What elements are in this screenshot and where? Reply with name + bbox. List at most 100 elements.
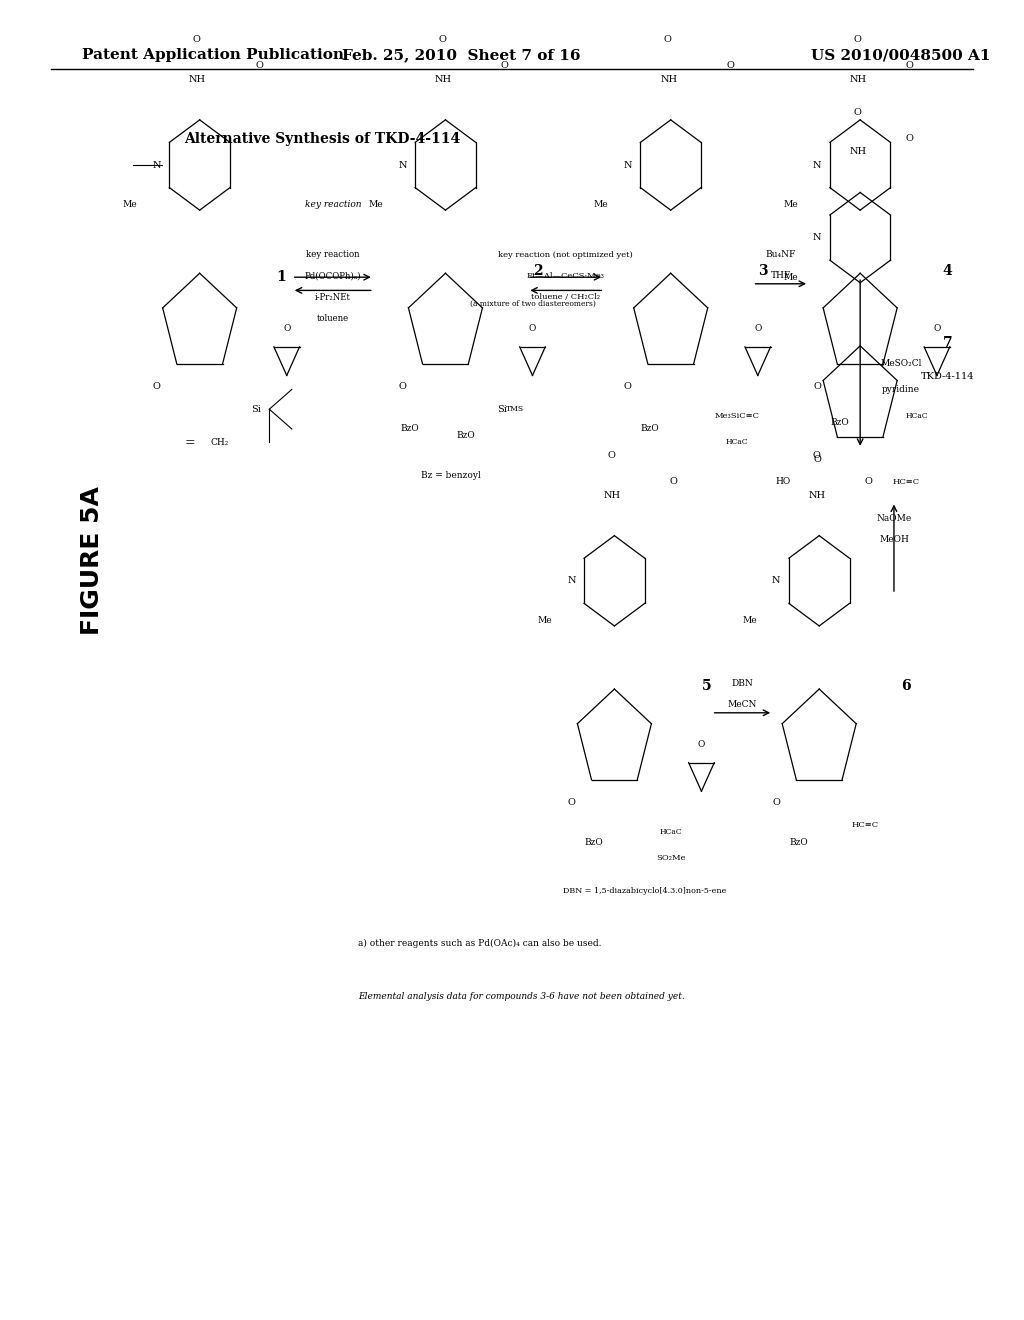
Text: NH: NH bbox=[809, 491, 825, 499]
Text: Me: Me bbox=[594, 201, 608, 209]
Text: Bu₄NF: Bu₄NF bbox=[766, 251, 796, 259]
Text: SO₂Me: SO₂Me bbox=[656, 854, 685, 862]
Text: O: O bbox=[398, 383, 407, 391]
Text: O: O bbox=[153, 383, 161, 391]
Text: Me: Me bbox=[783, 273, 798, 281]
Text: NH: NH bbox=[435, 75, 452, 83]
Text: BzO: BzO bbox=[790, 838, 808, 846]
Text: O: O bbox=[438, 36, 446, 44]
Text: O: O bbox=[567, 799, 575, 807]
Text: NH: NH bbox=[660, 75, 677, 83]
Text: THF: THF bbox=[771, 272, 791, 280]
Text: 5: 5 bbox=[701, 680, 712, 693]
Text: Me: Me bbox=[783, 201, 798, 209]
Text: Me₃SiC≡C: Me₃SiC≡C bbox=[715, 412, 760, 420]
Text: O: O bbox=[772, 799, 780, 807]
Text: O: O bbox=[726, 62, 734, 70]
Text: MeOH: MeOH bbox=[879, 536, 909, 544]
Text: 6: 6 bbox=[901, 680, 911, 693]
Text: BzO: BzO bbox=[830, 418, 849, 426]
Text: DBN: DBN bbox=[731, 680, 754, 688]
Text: Me: Me bbox=[742, 616, 757, 624]
Text: 2: 2 bbox=[532, 264, 543, 277]
Text: TKD-4-114: TKD-4-114 bbox=[921, 372, 974, 380]
Text: N: N bbox=[813, 161, 821, 169]
Text: Bz = benzoyl: Bz = benzoyl bbox=[421, 471, 480, 479]
Text: a) other reagents such as Pd(OAc)₄ can also be used.: a) other reagents such as Pd(OAc)₄ can a… bbox=[358, 940, 602, 948]
Text: HCaC: HCaC bbox=[659, 828, 682, 836]
Text: Si: Si bbox=[251, 405, 261, 413]
Text: O: O bbox=[664, 36, 672, 44]
Text: Alternative Synthesis of TKD-4-114: Alternative Synthesis of TKD-4-114 bbox=[184, 132, 461, 145]
Text: Pd(OCOPh)ₐ): Pd(OCOPh)ₐ) bbox=[304, 272, 361, 280]
Text: key reaction: key reaction bbox=[304, 201, 361, 209]
Text: Feb. 25, 2010  Sheet 7 of 16: Feb. 25, 2010 Sheet 7 of 16 bbox=[342, 49, 580, 62]
Text: O: O bbox=[813, 383, 821, 391]
Text: HC≡C: HC≡C bbox=[893, 478, 920, 486]
Text: TMS: TMS bbox=[506, 405, 524, 413]
Text: 4: 4 bbox=[942, 264, 952, 277]
Text: Et—Al—CeCS·Me₃: Et—Al—CeCS·Me₃ bbox=[526, 272, 605, 280]
Text: BzO: BzO bbox=[400, 425, 419, 433]
Text: O: O bbox=[905, 135, 913, 143]
Text: O: O bbox=[853, 36, 861, 44]
Text: O: O bbox=[193, 36, 201, 44]
Text: N: N bbox=[567, 577, 575, 585]
Text: US 2010/0048500 A1: US 2010/0048500 A1 bbox=[811, 49, 991, 62]
Text: HCaC: HCaC bbox=[905, 412, 928, 420]
Text: MeSO₂Cl: MeSO₂Cl bbox=[881, 359, 922, 367]
Text: NH: NH bbox=[850, 75, 866, 83]
Text: O: O bbox=[697, 741, 706, 748]
Text: BzO: BzO bbox=[641, 425, 659, 433]
Text: O: O bbox=[501, 62, 509, 70]
Text: Me: Me bbox=[123, 201, 137, 209]
Text: NH: NH bbox=[850, 148, 866, 156]
Text: N: N bbox=[772, 577, 780, 585]
Text: CH₂: CH₂ bbox=[211, 438, 229, 446]
Text: 1: 1 bbox=[276, 271, 287, 284]
Text: Si: Si bbox=[497, 405, 507, 413]
Text: toluene / CH₂Cl₂: toluene / CH₂Cl₂ bbox=[531, 293, 600, 301]
Text: MeCN: MeCN bbox=[728, 701, 757, 709]
Text: (a mixture of two diastereomers): (a mixture of two diastereomers) bbox=[470, 300, 595, 308]
Text: N: N bbox=[398, 161, 407, 169]
Text: i-Pr₂NEt: i-Pr₂NEt bbox=[314, 293, 351, 301]
Text: pyridine: pyridine bbox=[882, 385, 921, 393]
Text: Me: Me bbox=[538, 616, 552, 624]
Text: BzO: BzO bbox=[457, 432, 475, 440]
Text: O: O bbox=[813, 455, 821, 463]
Text: toluene: toluene bbox=[316, 314, 349, 322]
Text: O: O bbox=[607, 451, 615, 459]
Text: FIGURE 5A: FIGURE 5A bbox=[80, 487, 104, 635]
Text: key reaction (not optimized yet): key reaction (not optimized yet) bbox=[499, 251, 633, 259]
Text: Me: Me bbox=[369, 201, 383, 209]
Text: O: O bbox=[812, 451, 820, 459]
Text: NH: NH bbox=[604, 491, 621, 499]
Text: O: O bbox=[670, 478, 678, 486]
Text: NaOMe: NaOMe bbox=[877, 515, 911, 523]
Text: O: O bbox=[905, 62, 913, 70]
Text: O: O bbox=[624, 383, 632, 391]
Text: O: O bbox=[754, 325, 762, 333]
Text: N: N bbox=[624, 161, 632, 169]
Text: =: = bbox=[184, 436, 195, 449]
Text: O: O bbox=[933, 325, 941, 333]
Text: 7: 7 bbox=[942, 337, 952, 350]
Text: O: O bbox=[528, 325, 537, 333]
Text: HCaC: HCaC bbox=[726, 438, 749, 446]
Text: DBN = 1,5-diazabicyclo[4.3.0]non-5-ene: DBN = 1,5-diazabicyclo[4.3.0]non-5-ene bbox=[563, 887, 727, 895]
Text: O: O bbox=[283, 325, 291, 333]
Text: N: N bbox=[813, 234, 821, 242]
Text: key reaction: key reaction bbox=[306, 251, 359, 259]
Text: BzO: BzO bbox=[585, 838, 603, 846]
Text: N: N bbox=[153, 161, 161, 169]
Text: 3: 3 bbox=[758, 264, 768, 277]
Text: Patent Application Publication: Patent Application Publication bbox=[82, 49, 344, 62]
Text: O: O bbox=[255, 62, 263, 70]
Text: Elemental analysis data for compounds 3-6 have not been obtained yet.: Elemental analysis data for compounds 3-… bbox=[358, 993, 685, 1001]
Text: HC≡C: HC≡C bbox=[852, 821, 879, 829]
Text: NH: NH bbox=[189, 75, 206, 83]
Text: HO: HO bbox=[776, 478, 791, 486]
Text: O: O bbox=[864, 478, 872, 486]
Text: O: O bbox=[853, 108, 861, 116]
